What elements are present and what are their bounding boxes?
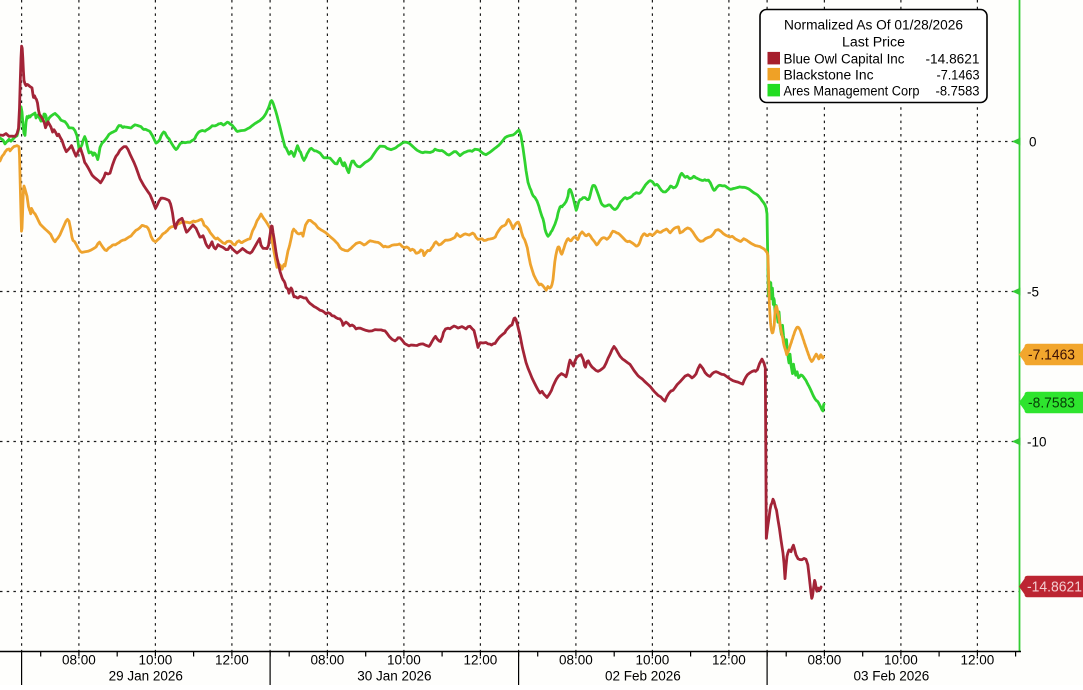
svg-text:Ares Management Corp: Ares Management Corp (784, 83, 920, 98)
svg-text:Blackstone Inc: Blackstone Inc (784, 67, 874, 82)
svg-text:12:00: 12:00 (961, 653, 995, 668)
svg-text:08:00: 08:00 (808, 653, 842, 668)
svg-text:Last Price: Last Price (842, 35, 905, 50)
svg-text:12:00: 12:00 (464, 653, 498, 668)
svg-text:29 Jan 2026: 29 Jan 2026 (109, 669, 183, 684)
svg-text:-7.1463: -7.1463 (1028, 348, 1075, 364)
svg-text:Normalized As Of 01/28/2026: Normalized As Of 01/28/2026 (784, 18, 963, 33)
svg-text:08:00: 08:00 (559, 653, 593, 668)
svg-text:12:00: 12:00 (215, 653, 249, 668)
svg-text:10:00: 10:00 (884, 653, 918, 668)
svg-text:-8.7583: -8.7583 (936, 83, 980, 98)
svg-text:-14.8621: -14.8621 (1027, 580, 1082, 596)
svg-text:-7.1463: -7.1463 (937, 67, 980, 82)
svg-text:0: 0 (1029, 135, 1037, 150)
svg-text:08:00: 08:00 (311, 653, 345, 668)
svg-text:10:00: 10:00 (139, 653, 173, 668)
svg-text:-10: -10 (1027, 435, 1047, 450)
svg-text:Blue Owl Capital Inc: Blue Owl Capital Inc (784, 51, 905, 66)
svg-text:-8.7583: -8.7583 (1028, 396, 1075, 412)
svg-text:-5: -5 (1027, 285, 1039, 300)
svg-text:02 Feb 2026: 02 Feb 2026 (605, 669, 681, 684)
svg-text:08:00: 08:00 (62, 653, 96, 668)
svg-text:10:00: 10:00 (636, 653, 670, 668)
svg-text:12:00: 12:00 (712, 653, 746, 668)
svg-text:10:00: 10:00 (387, 653, 421, 668)
svg-text:03 Feb 2026: 03 Feb 2026 (853, 669, 929, 684)
svg-text:-14.8621: -14.8621 (926, 51, 980, 66)
svg-text:30 Jan 2026: 30 Jan 2026 (357, 669, 431, 684)
